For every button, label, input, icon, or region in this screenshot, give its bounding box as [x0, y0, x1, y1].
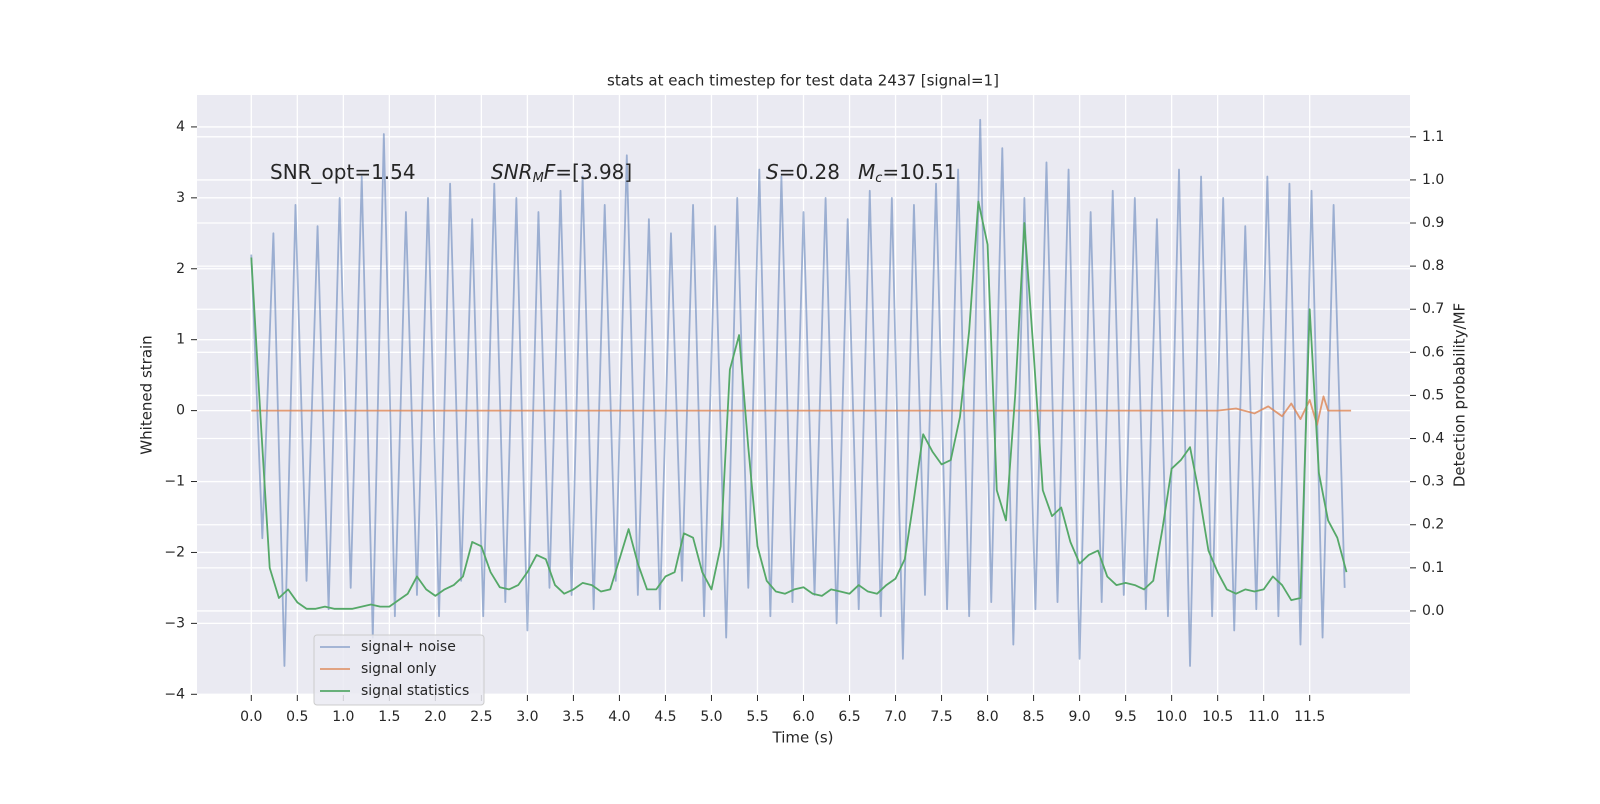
annotation: SNRMF=[3.98] [491, 160, 632, 186]
y2-tick-label: 0.9 [1422, 215, 1444, 231]
x-tick-label: 8.0 [976, 709, 998, 725]
annotation-part: S [766, 160, 779, 184]
legend: signal+ noise signal only signal statistic… [313, 634, 485, 706]
x-tick-label: 1.5 [378, 709, 400, 725]
annotation-part: M [858, 160, 875, 184]
annotation: SNR_opt=1.54 [270, 160, 416, 184]
y2-tick-label: 1.0 [1422, 172, 1444, 188]
y-tick-label: −1 [164, 474, 185, 490]
y-tick-label: 0 [176, 403, 185, 419]
y2-tick-label: 0.5 [1422, 387, 1444, 403]
y2-tick-label: 0.4 [1422, 431, 1444, 447]
x-tick-label: 4.5 [654, 709, 676, 725]
x-axis-label: Time (s) [772, 729, 834, 747]
x-tick-label: 1.0 [332, 709, 354, 725]
legend-label: signal statistics [361, 683, 469, 699]
labels: 0.0 0.5 1.0 1.5 2.0 2.5 3.0 3.5 4.0 4.5 5.0 5.5 6.0 6… [164, 119, 1444, 725]
chart-title: stats at each timestep for test data 243… [607, 72, 999, 90]
y2-tick-label: 0.8 [1422, 258, 1444, 274]
series-line [250, 200, 1348, 610]
annotation: Mc=10.51 [858, 160, 956, 186]
series-line [250, 118, 1346, 667]
y2-axis-label: Detection probability/MF [1451, 303, 1469, 487]
x-tick-label: 3.0 [516, 709, 538, 725]
x-tick-label: 4.0 [608, 709, 630, 725]
y2-tick-label: 1.1 [1422, 129, 1444, 145]
legend-label: signal+ noise [361, 639, 456, 655]
y-tick-label: 2 [176, 261, 185, 277]
y-tick-label: −2 [164, 544, 185, 560]
annotation-part: =[3.98] [555, 160, 632, 184]
x-tick-label: 11.0 [1248, 709, 1279, 725]
x-tick-label: 11.5 [1294, 709, 1325, 725]
y2-tick-label: 0.0 [1422, 603, 1444, 619]
y2-tick-label: 0.6 [1422, 344, 1444, 360]
y-tick-label: 1 [176, 332, 185, 348]
x-tick-label: 7.0 [884, 709, 906, 725]
annotation-part: SNR [491, 160, 533, 184]
annotation-part: F [544, 160, 556, 184]
annotation-part: SNR_opt=1.54 [270, 160, 416, 184]
x-tick-label: 2.0 [424, 709, 446, 725]
x-tick-label: 6.0 [792, 709, 814, 725]
x-tick-label: 7.5 [930, 709, 952, 725]
y-tick-label: 3 [176, 190, 185, 206]
x-tick-label: 9.0 [1068, 709, 1090, 725]
y2-tick-label: 0.7 [1422, 301, 1444, 317]
annotation-part: =10.51 [882, 160, 956, 184]
y2-tick-label: 0.2 [1422, 517, 1444, 533]
y-tick-label: 4 [176, 119, 185, 135]
x-tick-label: 10.5 [1202, 709, 1233, 725]
y2-tick-label: 0.1 [1422, 560, 1444, 576]
x-tick-label: 10.0 [1156, 709, 1187, 725]
x-tick-label: 2.5 [470, 709, 492, 725]
series-line [251, 395, 1352, 426]
x-tick-label: 8.5 [1022, 709, 1044, 725]
y-tick-label: −3 [164, 615, 185, 631]
annotation-part: =0.28 [779, 160, 840, 184]
y2-tick-label: 0.3 [1422, 474, 1444, 490]
y-axis-label: Whitened strain [138, 335, 156, 454]
annotation: S=0.28 [766, 160, 840, 184]
annotation-part: M [533, 171, 544, 186]
annotation-part: c [875, 171, 882, 186]
x-tick-label: 9.5 [1114, 709, 1136, 725]
x-tick-label: 5.5 [746, 709, 768, 725]
x-tick-label: 0.5 [286, 709, 308, 725]
x-tick-label: 5.0 [700, 709, 722, 725]
x-tick-label: 6.5 [838, 709, 860, 725]
x-tick-label: 3.5 [562, 709, 584, 725]
legend-label: signal only [361, 661, 436, 677]
y-tick-label: −4 [164, 686, 185, 702]
legend-box [313, 634, 485, 706]
x-tick-label: 0.0 [240, 709, 262, 725]
marks [250, 118, 1352, 667]
